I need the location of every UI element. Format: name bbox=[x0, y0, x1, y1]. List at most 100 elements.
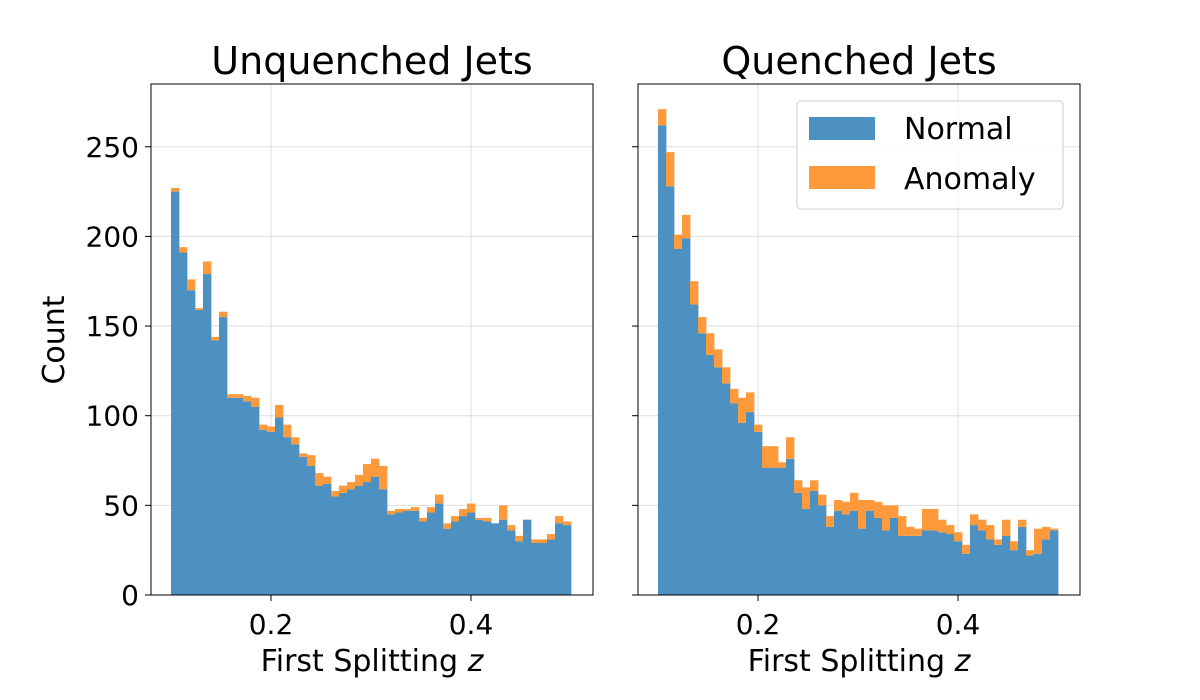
bar-anomaly bbox=[1018, 519, 1027, 527]
bar-anomaly bbox=[898, 516, 907, 536]
bar-anomaly bbox=[690, 281, 699, 305]
legend-label-anomaly: Anomaly bbox=[904, 162, 1036, 197]
bar-anomaly bbox=[674, 234, 683, 249]
bar-normal bbox=[890, 517, 899, 595]
bar-anomaly bbox=[539, 539, 548, 544]
bar-anomaly bbox=[563, 521, 572, 526]
bar-normal bbox=[515, 541, 524, 595]
bar-anomaly bbox=[946, 525, 955, 535]
axis-ticks: 0.2 0.4 bbox=[632, 146, 980, 641]
bar-normal bbox=[275, 417, 284, 595]
bar-normal bbox=[187, 290, 196, 595]
bar-anomaly bbox=[419, 517, 428, 522]
panel-unquenched: 0.2 0.4 0 50 100 150 200 250 Unquenched Jets Fi… bbox=[86, 39, 594, 679]
bar-anomaly bbox=[1042, 526, 1051, 540]
x-axis-label-var: z bbox=[954, 644, 972, 679]
bar-normal bbox=[379, 489, 388, 595]
bar-anomaly bbox=[459, 508, 468, 517]
bar-anomaly bbox=[834, 499, 843, 511]
bar-normal bbox=[674, 248, 683, 595]
bar-normal bbox=[251, 406, 260, 595]
bar-anomaly bbox=[770, 446, 779, 468]
bar-normal bbox=[307, 465, 316, 595]
bar-anomaly bbox=[874, 501, 883, 518]
bar-normal bbox=[363, 482, 372, 595]
bar-normal bbox=[770, 467, 779, 595]
bar-anomaly bbox=[890, 505, 899, 518]
bar-anomaly bbox=[331, 491, 340, 497]
bar-normal bbox=[323, 483, 332, 595]
bar-normal bbox=[658, 125, 667, 596]
bar-normal bbox=[211, 340, 220, 595]
bar-anomaly bbox=[842, 501, 851, 515]
bar-normal bbox=[315, 485, 324, 595]
bar-anomaly bbox=[914, 528, 923, 536]
bar-anomaly bbox=[1002, 519, 1011, 536]
bar-anomaly bbox=[666, 152, 675, 187]
bar-normal bbox=[299, 456, 308, 595]
bar-anomaly bbox=[507, 525, 516, 531]
bar-anomaly bbox=[1026, 550, 1035, 556]
bar-anomaly bbox=[1034, 528, 1043, 554]
bar-anomaly bbox=[722, 367, 731, 384]
bar-anomaly bbox=[818, 494, 827, 506]
bar-anomaly bbox=[962, 544, 971, 554]
bar-anomaly bbox=[754, 424, 763, 432]
bar-normal bbox=[802, 508, 811, 595]
bar-anomaly bbox=[858, 499, 867, 529]
bar-normal bbox=[427, 512, 436, 595]
bar-anomaly bbox=[339, 485, 348, 493]
axis-ticks: 0.2 0.4 0 50 100 150 200 250 bbox=[86, 131, 494, 641]
bar-normal bbox=[1042, 539, 1051, 595]
bar-anomaly bbox=[826, 516, 835, 527]
bar-normal bbox=[954, 541, 963, 595]
bar-normal bbox=[555, 523, 564, 595]
y-tick-label: 250 bbox=[86, 131, 139, 164]
bar-anomaly bbox=[195, 308, 204, 310]
bar-anomaly bbox=[555, 516, 564, 524]
bar-normal bbox=[459, 516, 468, 595]
bar-normal bbox=[467, 512, 476, 595]
bar-normal bbox=[1018, 526, 1027, 595]
bar-anomaly bbox=[922, 508, 931, 531]
bar-anomaly bbox=[435, 494, 444, 504]
bar-anomaly bbox=[411, 507, 420, 511]
bar-anomaly bbox=[778, 462, 787, 468]
x-tick-label: 0.4 bbox=[449, 608, 494, 641]
y-tick-label: 100 bbox=[86, 400, 139, 433]
bar-normal bbox=[834, 510, 843, 595]
bar-normal bbox=[738, 422, 747, 595]
bar-normal bbox=[179, 252, 188, 595]
bar-normal bbox=[826, 526, 835, 595]
bar-anomaly bbox=[291, 437, 300, 445]
bar-normal bbox=[850, 510, 859, 595]
bar-normal bbox=[794, 492, 803, 595]
panel-title: Unquenched Jets bbox=[211, 39, 532, 83]
bar-anomaly bbox=[395, 508, 404, 513]
bar-anomaly bbox=[451, 516, 460, 522]
bar-normal bbox=[523, 519, 532, 595]
bar-anomaly bbox=[379, 465, 388, 490]
bar-normal bbox=[475, 519, 484, 595]
bar-normal bbox=[786, 458, 795, 595]
bar-anomaly bbox=[1050, 528, 1059, 531]
bar-anomaly bbox=[347, 482, 356, 490]
plot-frame bbox=[150, 83, 594, 596]
bar-anomaly bbox=[307, 455, 316, 466]
bar-normal bbox=[283, 437, 292, 595]
bar-anomaly bbox=[682, 214, 691, 239]
bar-anomaly bbox=[251, 397, 260, 407]
bar-normal bbox=[754, 431, 763, 595]
bar-normal bbox=[395, 512, 404, 595]
bar-normal bbox=[539, 543, 548, 595]
bar-normal bbox=[235, 397, 244, 595]
bar-anomaly bbox=[243, 395, 252, 402]
bar-normal bbox=[962, 553, 971, 595]
bar-anomaly bbox=[906, 526, 915, 536]
bar-normal bbox=[666, 186, 675, 595]
y-tick-label: 50 bbox=[103, 489, 139, 522]
bar-anomaly bbox=[515, 535, 524, 542]
bar-anomaly bbox=[706, 333, 715, 355]
bar-normal bbox=[1026, 555, 1035, 595]
